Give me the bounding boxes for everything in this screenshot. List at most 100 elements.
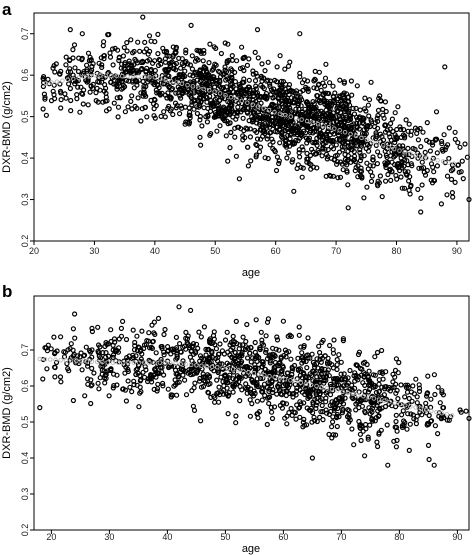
data-point xyxy=(116,78,122,84)
data-point xyxy=(200,371,206,377)
data-point xyxy=(372,354,378,360)
data-point xyxy=(252,390,258,397)
trend-point xyxy=(364,137,370,142)
data-point xyxy=(463,408,469,414)
data-point xyxy=(260,84,266,90)
data-point xyxy=(201,324,207,330)
data-point xyxy=(262,155,268,161)
data-point xyxy=(297,74,303,80)
data-point xyxy=(342,156,348,162)
data-point xyxy=(194,77,200,83)
data-point xyxy=(281,353,287,359)
data-point xyxy=(207,41,213,47)
data-point xyxy=(186,91,192,98)
data-point xyxy=(290,89,297,95)
data-point xyxy=(152,115,158,121)
data-point xyxy=(424,119,430,126)
data-point xyxy=(448,176,455,182)
data-point xyxy=(225,349,231,355)
data-point xyxy=(362,382,368,388)
data-point xyxy=(240,334,246,340)
trend-point xyxy=(183,362,189,367)
data-point xyxy=(187,115,193,121)
data-point xyxy=(432,391,438,398)
data-point xyxy=(301,128,307,134)
data-point xyxy=(253,70,259,77)
data-point-outlier xyxy=(442,64,448,70)
trend-point xyxy=(250,102,255,107)
data-point xyxy=(84,66,90,73)
data-point xyxy=(133,367,139,373)
data-point xyxy=(243,344,249,350)
data-point xyxy=(316,149,322,155)
data-point xyxy=(426,412,432,419)
data-point xyxy=(85,50,92,56)
data-point xyxy=(116,57,122,64)
data-point xyxy=(415,137,421,143)
data-point xyxy=(187,62,193,68)
data-point xyxy=(132,103,138,110)
data-point xyxy=(324,410,330,416)
trend-point xyxy=(397,401,403,407)
trend-point xyxy=(136,360,142,365)
data-point xyxy=(205,346,212,352)
data-point xyxy=(283,120,289,127)
trend-point xyxy=(310,120,315,125)
y-tick-label: 0.6 xyxy=(20,69,30,82)
data-point xyxy=(50,65,56,71)
data-point xyxy=(65,81,72,87)
data-point xyxy=(140,93,146,99)
data-point xyxy=(277,53,283,59)
data-point xyxy=(216,102,222,108)
data-point xyxy=(253,317,259,323)
data-point xyxy=(205,378,211,384)
data-point xyxy=(405,128,411,134)
data-point xyxy=(189,53,195,59)
data-point xyxy=(426,456,432,463)
data-point xyxy=(250,71,256,77)
data-point xyxy=(107,50,113,56)
data-point xyxy=(311,414,317,420)
data-point xyxy=(186,367,192,373)
x-tick-label: 70 xyxy=(331,246,341,256)
data-point xyxy=(160,45,166,51)
data-point xyxy=(147,71,153,77)
data-point xyxy=(203,113,209,120)
trend-point xyxy=(162,360,168,365)
data-point xyxy=(178,103,184,109)
data-point xyxy=(387,134,393,140)
data-point xyxy=(273,167,280,174)
data-point xyxy=(134,70,140,76)
data-point xyxy=(244,62,250,69)
data-point xyxy=(333,114,339,120)
data-point xyxy=(316,134,322,140)
data-point xyxy=(406,121,412,127)
data-point xyxy=(255,114,261,120)
data-point xyxy=(306,160,312,167)
data-point xyxy=(132,339,138,346)
data-point xyxy=(263,333,269,339)
data-point xyxy=(426,139,432,145)
data-point xyxy=(274,337,281,343)
data-point xyxy=(340,114,346,121)
data-point xyxy=(91,370,97,376)
data-point xyxy=(314,85,320,92)
data-point xyxy=(124,48,130,54)
data-point xyxy=(285,63,292,69)
trend-point xyxy=(152,360,157,365)
trend-point xyxy=(397,148,402,153)
data-point xyxy=(166,364,172,371)
data-point xyxy=(259,61,265,67)
data-point xyxy=(223,133,229,139)
data-point xyxy=(240,107,246,113)
data-point xyxy=(260,361,266,367)
data-point xyxy=(253,83,259,89)
data-point xyxy=(431,169,437,175)
data-point xyxy=(364,184,370,190)
data-point xyxy=(132,56,138,63)
data-point xyxy=(66,57,73,64)
data-point xyxy=(432,423,438,429)
x-tick-label: 80 xyxy=(394,532,404,542)
data-point-outlier xyxy=(466,415,472,421)
data-point xyxy=(312,76,318,83)
